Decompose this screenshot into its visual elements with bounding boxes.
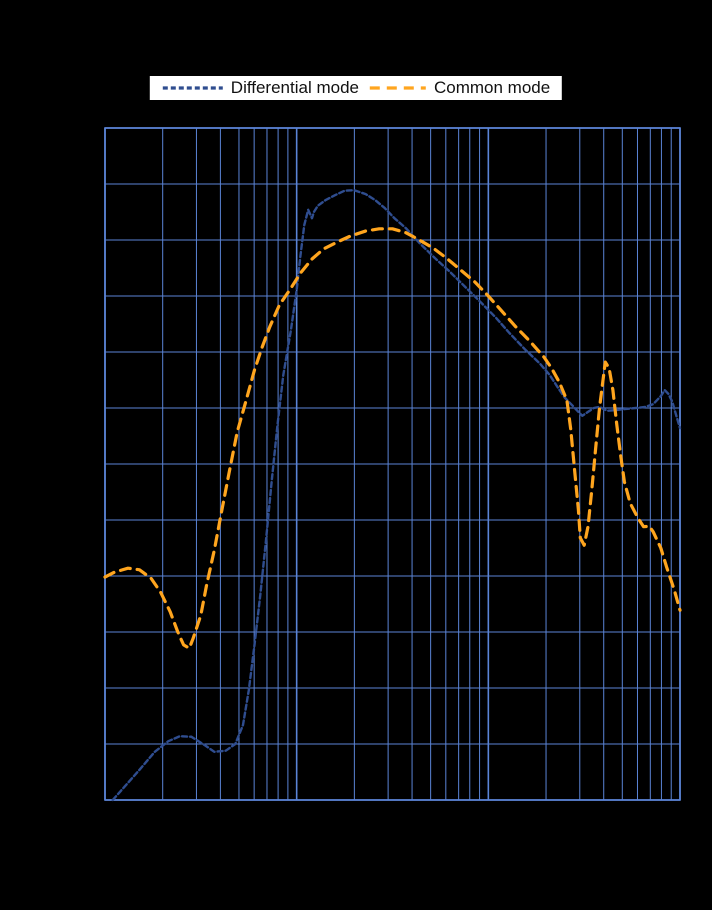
differential-mode-curve (111, 189, 682, 802)
plot-border (104, 127, 681, 801)
legend-label-differential-mode: Differential mode (230, 78, 359, 97)
legend-item-common-mode: Common mode (369, 78, 550, 98)
chart-legend: Differential mode Common mode (149, 76, 563, 100)
differential-mode-line-swatch (162, 86, 223, 90)
common-mode-curve (103, 227, 682, 650)
legend-item-differential-mode: Differential mode (162, 78, 359, 98)
legend-label-common-mode: Common mode (433, 78, 551, 97)
grid-lines (104, 127, 681, 801)
common-mode-line-swatch (369, 86, 426, 90)
